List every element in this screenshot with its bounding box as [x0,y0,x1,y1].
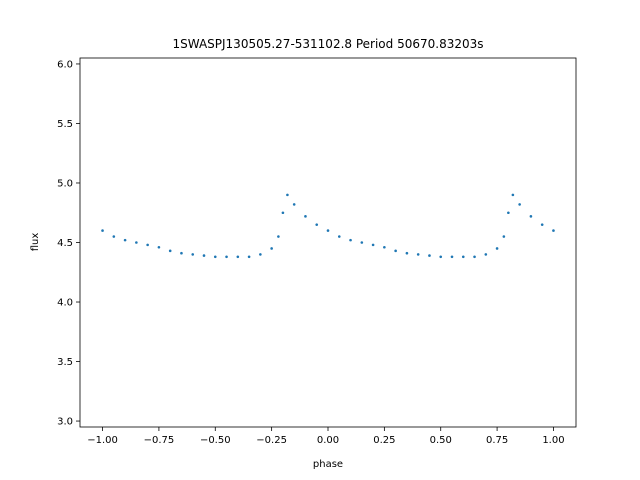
data-point [157,245,161,249]
data-point [225,255,228,259]
x-tick-label: 1.00 [542,435,564,446]
data-point [112,235,116,238]
x-tick-label: −0.25 [256,435,287,446]
x-axis-ticks: −1.00 −0.75 −0.50 −0.25 0.00 0.25 0.50 0.75 1.00 [87,427,565,446]
y-axis-label: flux [30,233,41,252]
data-point [191,253,195,256]
y-tick-label: 4.0 [57,298,73,309]
x-tick-label: 0.75 [486,435,508,446]
data-point [213,255,217,259]
x-tick-label: 0.25 [373,435,395,446]
data-point [326,229,330,232]
data-point [277,235,280,238]
data-point [371,243,375,247]
data-point [259,253,262,256]
data-point [484,253,488,256]
data-point [540,223,544,226]
data-point [529,215,533,218]
data-point [146,243,149,247]
data-point [511,193,515,197]
data-point [123,238,127,242]
data-point [428,254,431,257]
y-tick-label: 3.5 [57,357,73,368]
scatter-points [101,193,555,259]
data-point [461,255,465,259]
data-point [439,255,443,259]
data-point [502,235,506,238]
data-point [552,229,555,232]
data-point [383,245,386,249]
data-point [101,229,104,232]
data-point [337,235,341,238]
x-tick-label: 0.00 [317,435,339,446]
data-point [236,255,240,259]
data-point [281,211,285,215]
data-point [202,254,206,257]
data-point [349,238,352,242]
data-point [292,203,296,206]
y-tick-label: 4.5 [57,238,73,249]
x-axis-label: phase [313,459,343,470]
data-point [360,241,364,244]
y-tick-label: 5.5 [57,119,73,130]
data-point [135,241,138,244]
data-point [450,255,454,259]
data-point [315,223,319,226]
x-tick-label: −0.75 [144,435,175,446]
x-tick-label: 0.50 [430,435,452,446]
plot-frame [79,57,577,428]
x-tick-label: −1.00 [87,435,118,446]
data-point [473,255,476,259]
data-point [286,193,289,197]
data-point [180,251,183,255]
x-tick-label: −0.50 [200,435,231,446]
data-point [416,253,420,256]
y-axis-ticks: 3.0 3.5 4.0 4.5 5.0 5.5 6.0 [57,59,80,428]
data-point [518,203,521,206]
data-point [495,247,499,250]
y-tick-label: 3.0 [57,417,73,428]
y-tick-label: 5.0 [57,178,73,189]
chart-title: 1SWASPJ130505.27-531102.8 Period 50670.8… [172,37,483,51]
data-point [304,215,307,218]
data-point [247,255,251,259]
data-point [394,249,397,253]
data-point [270,247,273,250]
data-point [405,251,409,255]
data-point [507,211,510,215]
data-point [168,249,172,253]
y-tick-label: 6.0 [57,59,73,70]
